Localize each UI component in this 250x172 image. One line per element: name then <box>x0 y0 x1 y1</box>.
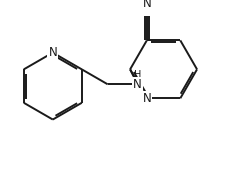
Text: N: N <box>48 46 57 59</box>
Text: N: N <box>142 0 151 10</box>
Text: H: H <box>134 70 141 80</box>
Text: N: N <box>133 78 142 91</box>
Text: N: N <box>142 92 151 105</box>
